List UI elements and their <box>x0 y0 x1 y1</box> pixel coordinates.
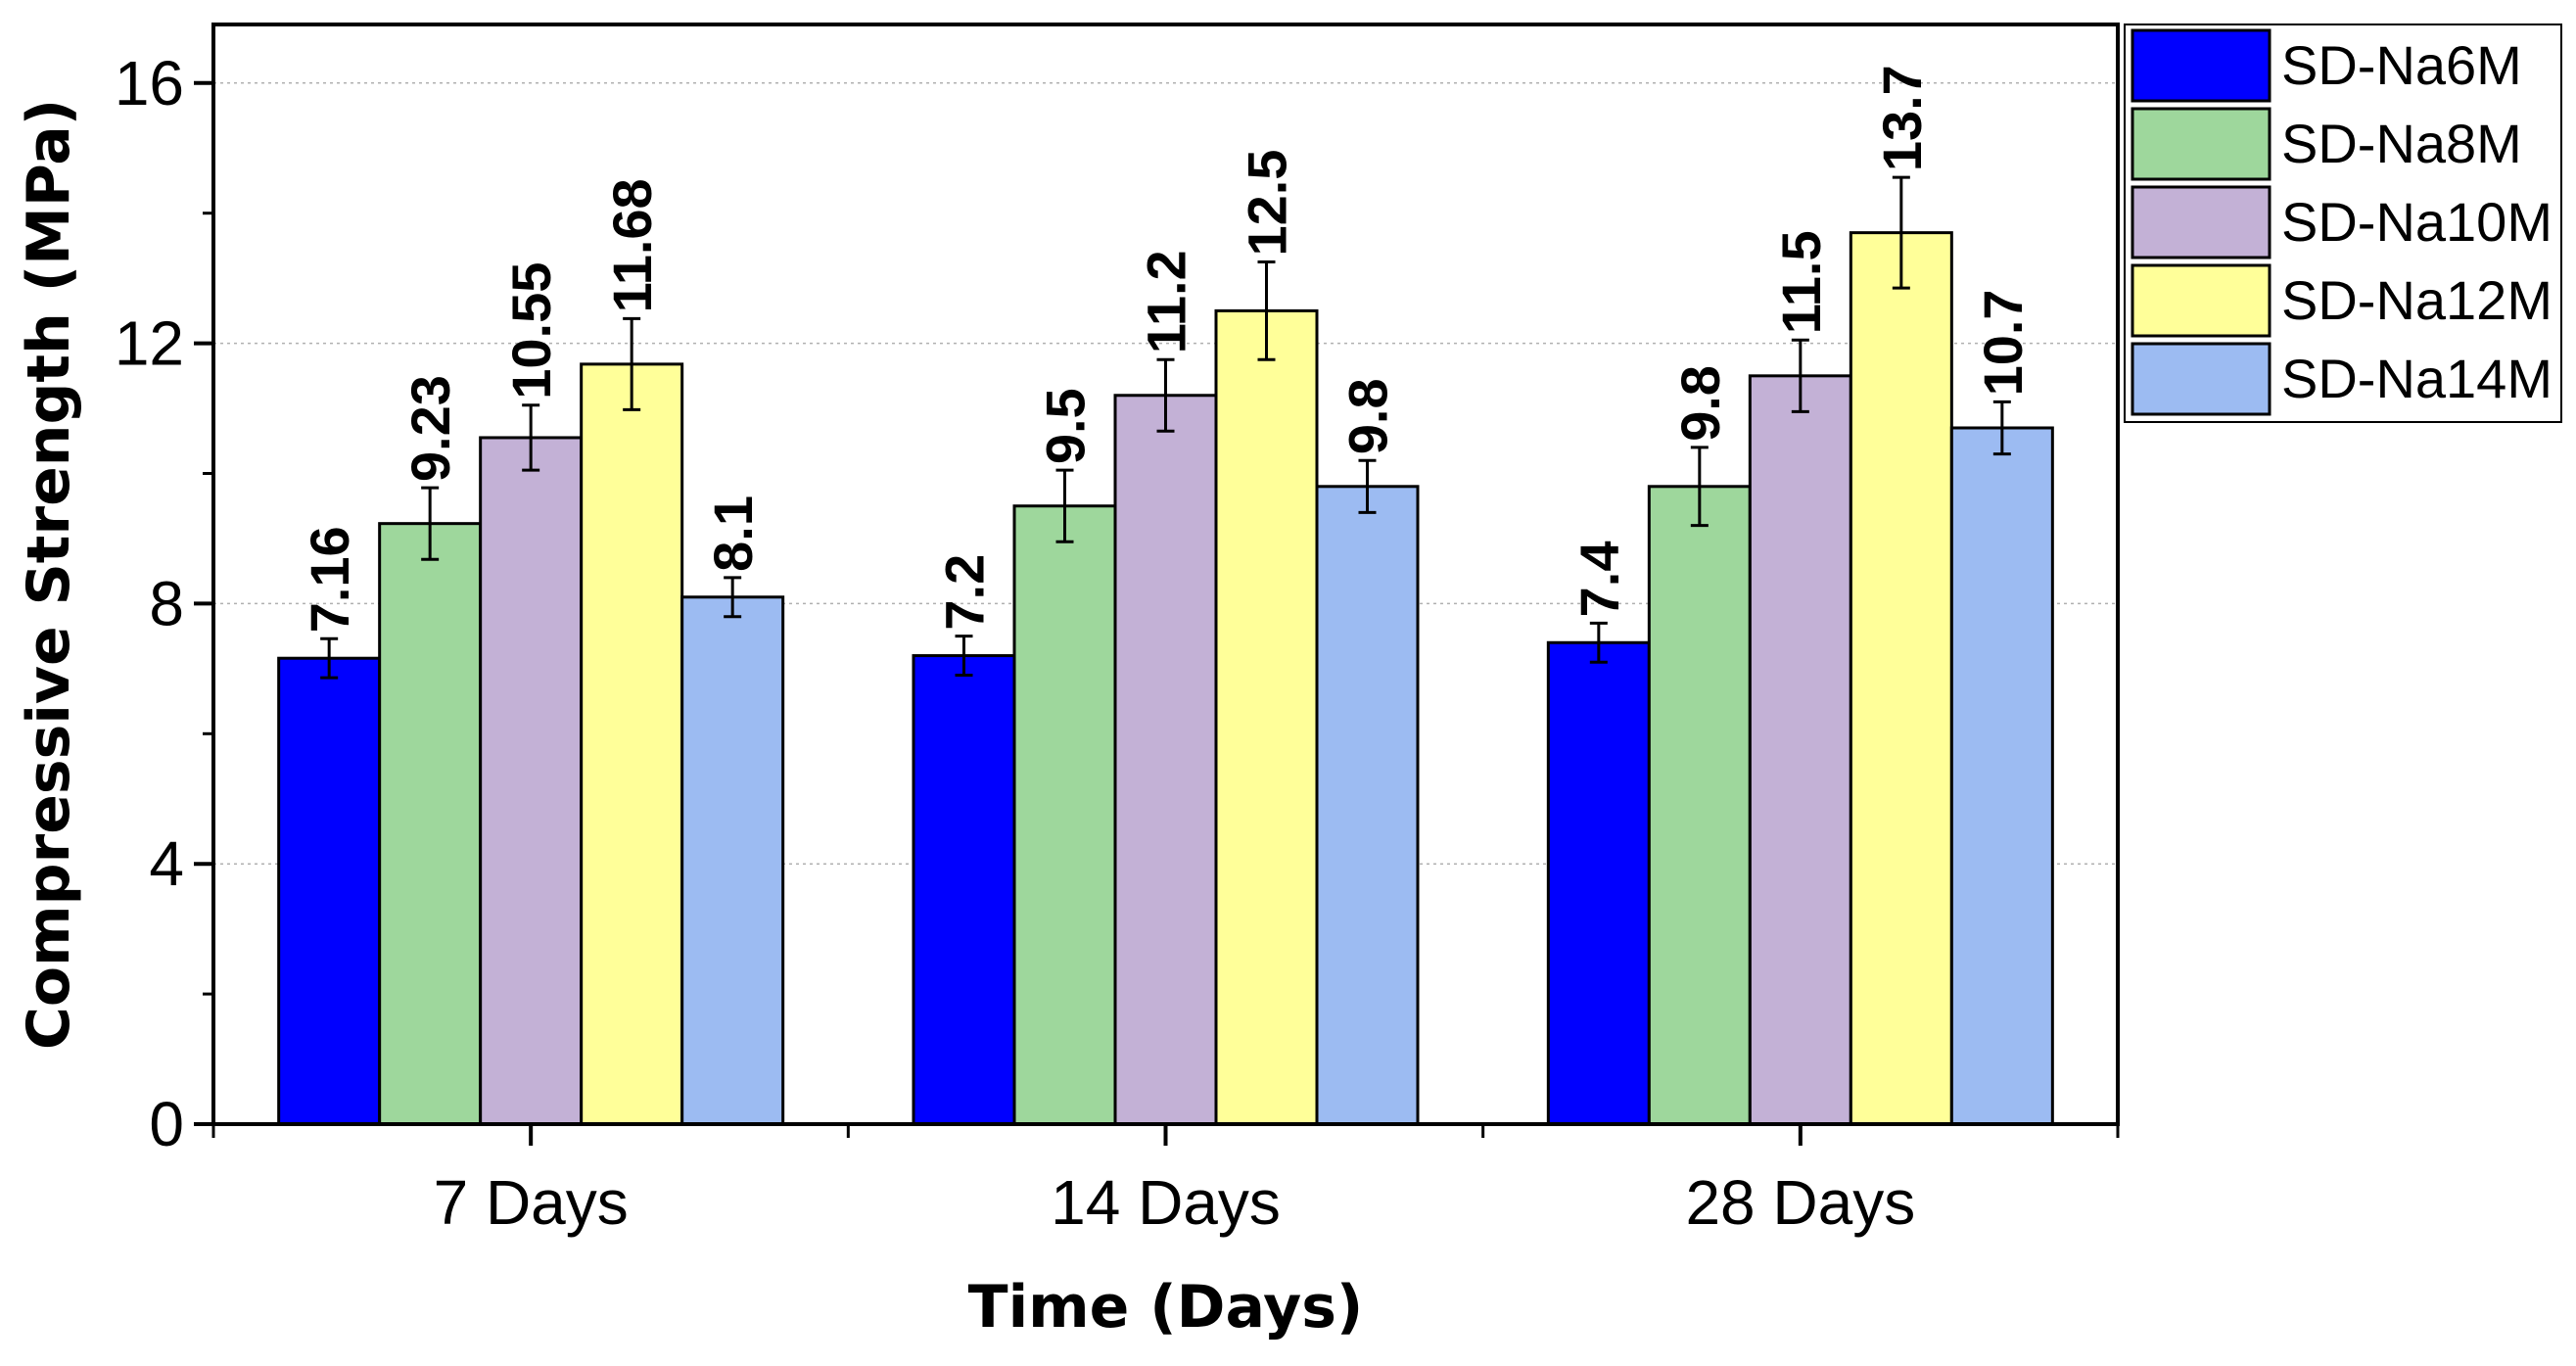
axes: 0 4 8 12 16 7 Days 14 Days 28 Days <box>115 23 2120 1238</box>
data-label: 9.8 <box>1669 365 1731 442</box>
bar <box>1748 374 1852 1126</box>
data-label: 11.2 <box>1136 250 1197 353</box>
data-label: 8.1 <box>702 495 764 572</box>
y-tick-label: 8 <box>149 568 184 638</box>
x-tick-label: 28 Days <box>1685 1167 1915 1238</box>
legend-swatch <box>2131 263 2272 338</box>
data-label: 10.55 <box>500 262 562 400</box>
bar <box>1113 394 1218 1126</box>
legend-label: SD-Na8M <box>2281 113 2522 174</box>
bar <box>277 656 382 1126</box>
data-label: 9.8 <box>1337 378 1399 454</box>
legend-label: SD-Na12M <box>2281 269 2553 331</box>
data-label: 11.5 <box>1770 230 1832 334</box>
legend-label: SD-Na10M <box>2281 191 2553 253</box>
legend-swatch <box>2131 107 2272 181</box>
data-label: 7.4 <box>1569 541 1630 617</box>
data-label: 7.2 <box>934 554 996 631</box>
bar <box>680 595 785 1126</box>
bar <box>1315 485 1420 1126</box>
data-labels: 7.16 9.23 10.55 11.68 8.1 7.2 9.5 11.2 12.5 9.8 7.… <box>299 65 2034 633</box>
y-tick-label: 12 <box>115 308 184 379</box>
bar <box>1849 231 1953 1126</box>
bar <box>378 522 483 1126</box>
x-axis-title: Time (Days) <box>968 1273 1364 1342</box>
data-label: 12.5 <box>1237 150 1298 257</box>
bar <box>1949 426 2054 1126</box>
bar <box>1214 308 1319 1126</box>
data-label: 10.7 <box>1972 289 2034 396</box>
x-tick-label: 14 Days <box>1051 1167 1281 1238</box>
y-tick-label: 4 <box>149 828 184 899</box>
bar <box>912 654 1016 1126</box>
legend-swatch <box>2131 185 2272 259</box>
bar <box>1012 504 1117 1126</box>
y-axis-title: Compressive Strength (MPa) <box>15 99 83 1050</box>
data-label: 11.68 <box>601 178 663 312</box>
x-tick-label: 7 Days <box>434 1167 629 1238</box>
error-bars <box>320 175 2011 680</box>
y-tick-label: 0 <box>149 1089 184 1159</box>
bar <box>479 436 584 1126</box>
legend-label: SD-Na14M <box>2281 348 2553 409</box>
legend: SD-Na6M SD-Na8M SD-Na10M SD-Na12M SD-Na14M <box>2124 24 2562 423</box>
legend-swatch <box>2131 342 2272 416</box>
data-label: 9.23 <box>399 375 461 482</box>
bar <box>580 362 684 1126</box>
y-tick-label: 16 <box>115 48 184 118</box>
data-label: 7.16 <box>299 526 360 633</box>
bar <box>1647 485 1752 1126</box>
data-label: 13.7 <box>1871 65 1933 171</box>
bar <box>1546 640 1651 1126</box>
legend-label: SD-Na6M <box>2281 34 2522 96</box>
legend-swatch <box>2131 28 2272 103</box>
data-label: 9.5 <box>1035 388 1097 464</box>
